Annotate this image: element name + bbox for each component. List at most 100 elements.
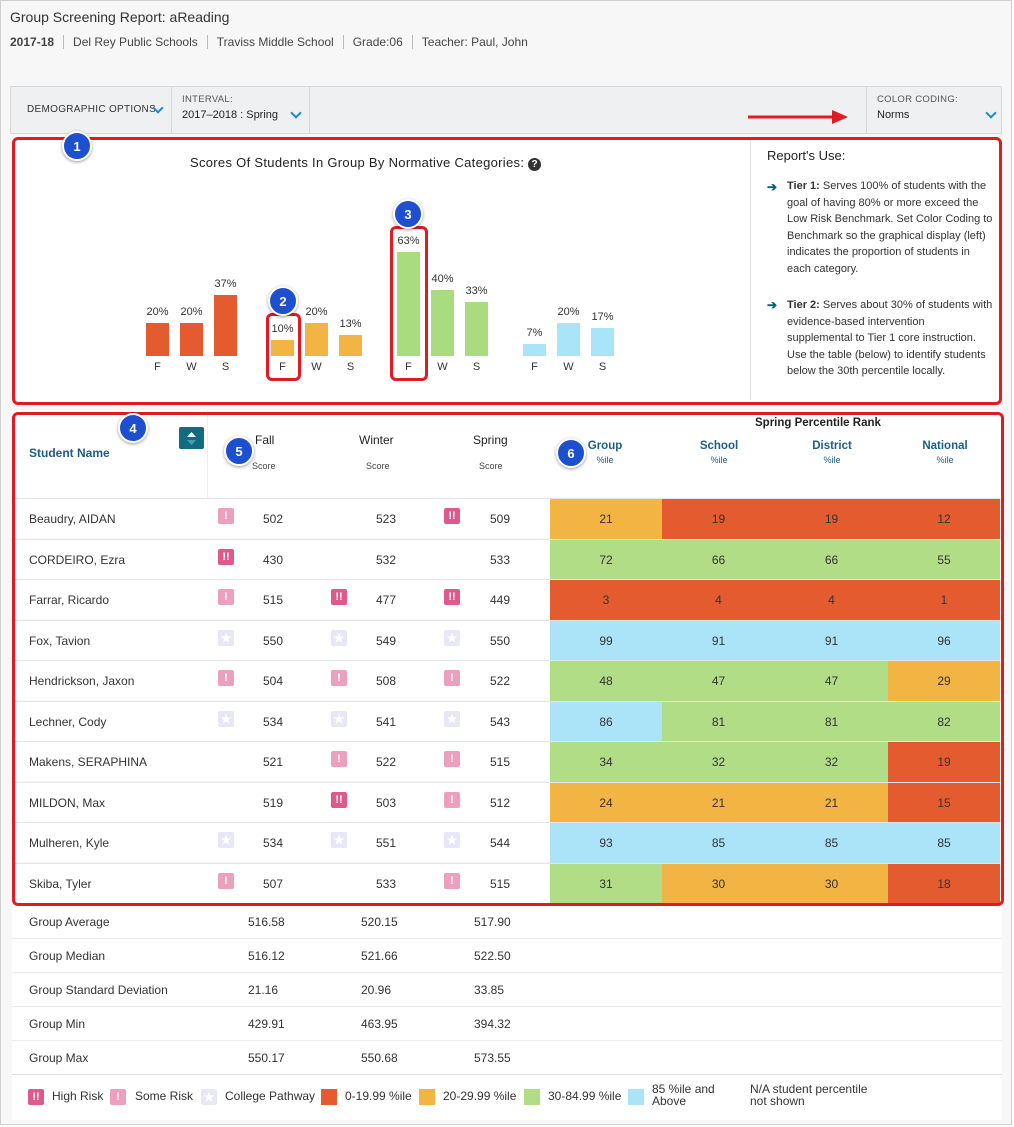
chart-data-label: 7% (526, 327, 543, 340)
college-pathway-icon: ★ (331, 832, 347, 848)
fall-score: 534 (263, 714, 284, 729)
stat-label: Group Min (29, 1017, 86, 1031)
stat-fall: 550.17 (248, 1051, 285, 1065)
reports-use-heading: Report's Use: (767, 148, 846, 163)
table-row[interactable]: Mulheren, Kyle ★ 534 ★ 551 ★ 544 93 85 85 85 (12, 822, 1000, 863)
group-percentile: 93 (550, 823, 662, 863)
chart-bar (180, 323, 203, 356)
district-percentile: 85 (775, 823, 888, 863)
legend-na-line1: N/A student percentile (750, 1082, 868, 1096)
group-percentile: 21 (550, 499, 662, 539)
chart-x-label: W (437, 361, 448, 373)
table-row[interactable]: MILDON, Max 519!! 503! 512 24 21 21 15 (12, 781, 1000, 823)
stat-fall: 516.12 (248, 949, 285, 963)
table-row[interactable]: Makens, SERAPHINA 521! 522! 515 34 32 32 19 (12, 741, 1000, 782)
chart-data-label: 20% (305, 306, 328, 318)
college-pathway-icon: ★ (218, 710, 234, 727)
spring-score: 509 (490, 512, 511, 526)
district-percentile: 47 (775, 661, 888, 701)
chart-data-label: 33% (465, 284, 488, 297)
arrow-right-icon: ➔ (767, 180, 778, 194)
some-risk-icon: ! (444, 670, 460, 686)
breadcrumb-school: Traviss Middle School (206, 35, 343, 49)
fall-score: 515 (263, 593, 284, 607)
breadcrumb-teacher: Teacher: Paul, John (411, 35, 537, 49)
filter-toolbar: DEMOGRAPHIC OPTIONS INTERVAL: 2017–2018 … (10, 86, 1002, 134)
table-row[interactable]: CORDEIRO, Ezra!! 430 532 533 72 66 66 55 (12, 538, 1000, 580)
fall-score: 521 (263, 755, 284, 769)
table-row[interactable]: Lechner, Cody ★ 534 ★ 541 ★ 543 86 81 81 82 (12, 700, 1000, 742)
student-name: Farrar, Ricardo (29, 593, 110, 607)
winter-score: 508 (376, 674, 397, 688)
interval-dropdown[interactable]: INTERVAL: 2017–2018 : Spring (172, 87, 310, 133)
group-ile-subheader: %ile (596, 455, 614, 465)
breadcrumb-year: 2017-18 (10, 35, 55, 49)
reports-use-panel: Report's Use: ➔ Tier 1: Serves 100% of s… (750, 140, 1000, 400)
district-ile-subheader: %ile (823, 455, 841, 465)
table-row[interactable]: Beaudry, AIDAN! 502 523!! 509 21 19 19 12 (12, 498, 1000, 539)
winter-score: 533 (376, 876, 397, 891)
chart-data-label: 20% (557, 306, 580, 318)
stat-fall: 516.58 (248, 915, 285, 929)
chart-bar (146, 323, 169, 356)
annotation-box-fall-some-risk (266, 313, 301, 381)
legend-swatch-band2 (419, 1089, 435, 1105)
national-percentile-header[interactable]: National (922, 440, 968, 452)
chart-bar (305, 323, 328, 356)
stat-fall: 21.16 (248, 983, 279, 997)
national-percentile: 19 (888, 742, 1000, 782)
step-badge-6: 6 (556, 438, 586, 468)
chart-x-label: S (472, 361, 481, 373)
student-name-header[interactable]: Student Name (29, 446, 110, 460)
national-percentile: 85 (888, 823, 1000, 863)
spring-score: 449 (490, 593, 511, 607)
demographic-options-dropdown[interactable]: DEMOGRAPHIC OPTIONS (11, 87, 172, 133)
chart-bar (214, 294, 237, 356)
student-name: Beaudry, AIDAN (29, 512, 116, 526)
some-risk-icon: ! (218, 508, 234, 524)
tier1-description: Serves 100% of students with the goal of… (787, 180, 993, 275)
school-percentile-header[interactable]: School (699, 440, 739, 452)
breadcrumb-grade: Grade:06 (342, 35, 412, 49)
high-risk-icon: !! (444, 508, 460, 524)
district-percentile: 30 (775, 863, 888, 904)
district-percentile: 32 (775, 742, 888, 782)
table-row[interactable]: Skiba, Tyler! 507 533! 515 31 30 30 18 (12, 862, 1000, 904)
district-percentile: 91 (775, 620, 888, 661)
chart-bar (465, 301, 488, 356)
stat-label: Group Average (29, 915, 110, 929)
table-row[interactable]: Fox, Tavion ★ 550 ★ 549 ★ 550 99 91 91 96 (12, 619, 1000, 661)
spring-score: 522 (490, 674, 511, 688)
fall-score: 502 (263, 512, 284, 526)
color-coding-dropdown[interactable]: COLOR CODING: Norms (866, 87, 1002, 133)
group-percentile-header[interactable]: Group (587, 440, 623, 452)
school-percentile: 32 (662, 742, 775, 782)
winter-header: Winter (359, 433, 394, 447)
tier2-description: Serves about 30% of students with eviden… (787, 299, 993, 377)
group-percentile: 48 (550, 661, 662, 701)
college-pathway-icon: ★ (444, 832, 460, 848)
table-row[interactable]: Hendrickson, Jaxon! 504! 508! 522 48 47 47 29 (12, 660, 1000, 701)
student-name: CORDEIRO, Ezra (29, 552, 126, 567)
chart-title: Scores Of Students In Group By Normative… (190, 155, 542, 171)
high-risk-icon: !! (218, 548, 234, 565)
college-pathway-icon: ★ (444, 710, 460, 727)
help-icon[interactable]: ? (528, 158, 542, 171)
group-percentile: 72 (550, 539, 662, 580)
district-percentile-header[interactable]: District (812, 440, 852, 452)
group-percentile: 34 (550, 742, 662, 782)
high-risk-icon: !! (331, 791, 347, 808)
sort-button[interactable] (179, 427, 204, 449)
district-percentile: 66 (775, 539, 888, 580)
legend: !! High Risk ! Some Risk ★ College Pathw… (12, 1074, 1002, 1120)
table-row[interactable]: Farrar, Ricardo! 515!! 477!! 449 3 4 4 1 (12, 579, 1000, 620)
step-badge-5: 5 (224, 436, 254, 466)
legend-swatch-band4 (628, 1089, 644, 1105)
legend-some-risk: Some Risk (135, 1089, 194, 1103)
group-percentile: 86 (550, 701, 662, 742)
district-percentile: 19 (775, 499, 888, 539)
group-percentile: 24 (550, 782, 662, 823)
national-percentile: 1 (888, 580, 1000, 620)
chart-bar (271, 339, 294, 356)
some-risk-icon: ! (218, 589, 234, 605)
